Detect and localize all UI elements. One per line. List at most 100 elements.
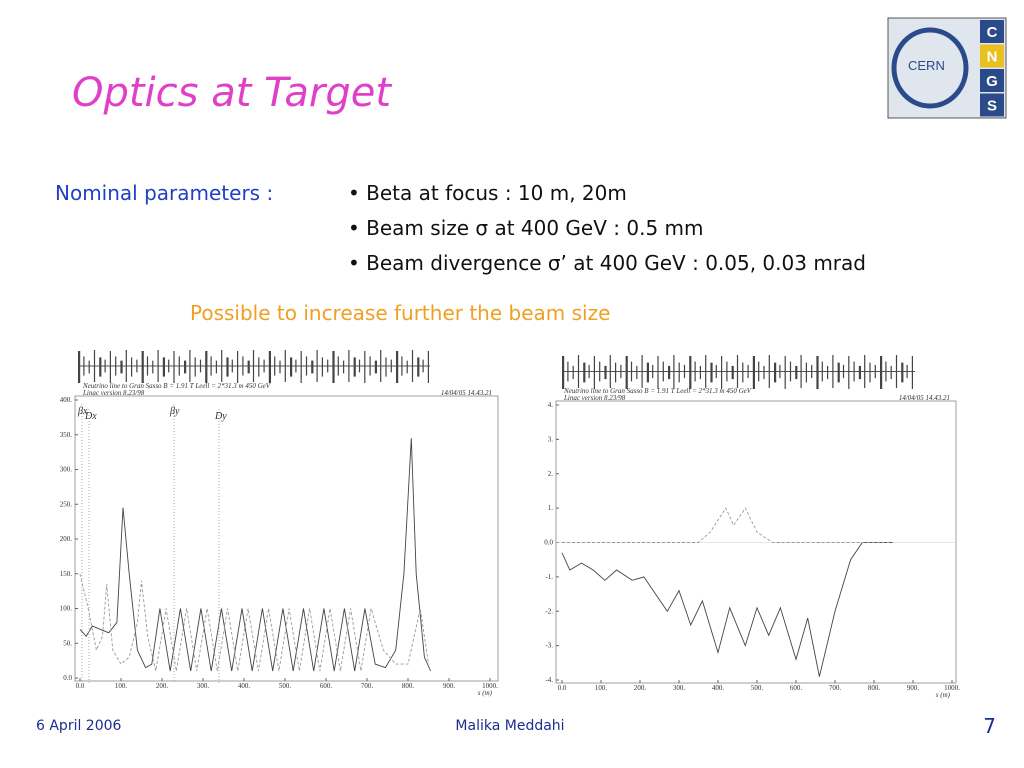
beamline-element: [858, 365, 861, 380]
beamline-element: [652, 364, 654, 379]
x-tick-label: 200.: [634, 684, 647, 692]
beamline-element: [380, 350, 382, 382]
series-line: [79, 573, 429, 672]
beamline-element: [343, 360, 345, 374]
note: Possible to increase further the beam si…: [190, 301, 610, 325]
beamline-element: [364, 351, 366, 383]
beamline-element: [588, 364, 590, 379]
beamline-element: [837, 362, 840, 383]
beamline-element: [258, 357, 260, 377]
beamline-element: [763, 365, 765, 380]
beamline-element: [422, 359, 424, 373]
beamline-element: [906, 364, 908, 379]
plot-header: Neutrino line to Gran Sasso B = 1.91 T L…: [563, 387, 752, 395]
beamline-element: [396, 351, 399, 383]
beamline-element: [290, 357, 293, 377]
y-tick-label: 3.: [548, 435, 554, 443]
x-tick-label: 500.: [279, 682, 292, 690]
beamline-element: [353, 357, 356, 377]
beamline-element: [895, 355, 898, 388]
beamline-element: [779, 364, 781, 379]
beamline-element: [572, 365, 574, 380]
beamline-element: [821, 361, 823, 382]
plot-timestamp: 14/04/05 14.43.21: [899, 394, 950, 402]
beamline-element: [104, 359, 106, 373]
beamline-element: [689, 356, 692, 389]
beamline-element: [125, 350, 127, 382]
beamline-element: [774, 362, 777, 383]
x-tick-label: 1000.: [482, 682, 498, 690]
beamline-element: [300, 351, 302, 383]
y-tick-label: 50.: [63, 639, 72, 647]
beamline-element: [657, 356, 659, 389]
beamline-element: [168, 359, 170, 373]
series-line: [562, 507, 894, 543]
page-number: 7: [983, 714, 996, 738]
y-tick-label: 200.: [60, 535, 73, 543]
beamline-element: [152, 360, 154, 374]
x-tick-label: 700.: [361, 682, 374, 690]
beamline-element: [178, 356, 180, 376]
x-tick-label: 800.: [868, 684, 881, 692]
beamline-element: [141, 351, 144, 383]
beamline-element: [417, 357, 420, 377]
beamline-element: [885, 361, 887, 382]
beamline-element: [742, 362, 744, 383]
beamline-element: [237, 351, 239, 383]
beamline-element: [848, 356, 850, 389]
beamline-element: [827, 365, 829, 380]
y-tick-label: 300.: [60, 466, 73, 474]
beamline-element: [721, 356, 723, 389]
logo-cell: [980, 44, 1004, 68]
beamline-element: [295, 359, 297, 373]
plot-subheader: Linac version 8.23/98: [563, 394, 626, 402]
beamline-element: [78, 351, 81, 383]
beamline-element: [99, 357, 102, 377]
y-tick-label: 400.: [60, 396, 73, 404]
y-tick-label: 350.: [60, 431, 73, 439]
beamline-element: [615, 362, 617, 383]
beamline-element: [337, 356, 339, 376]
beamline-element: [199, 359, 202, 373]
beamline-element: [832, 355, 834, 388]
beamline-element: [263, 359, 265, 373]
beamline-element: [284, 350, 286, 382]
plot-subheader: Linac version 8.23/98: [82, 389, 145, 397]
bullet: • Beam size σ at 400 GeV : 0.5 mm: [348, 216, 704, 240]
beamline-element: [726, 361, 728, 382]
logo-letter: G: [986, 73, 998, 90]
beamline-element: [157, 350, 159, 382]
beamline-element: [247, 360, 250, 374]
beamline-element: [390, 359, 392, 373]
beamline-element: [205, 351, 208, 383]
series-line: [79, 438, 432, 672]
beamline-element: [880, 356, 883, 389]
logo-cell: [980, 20, 1004, 43]
beamline-element: [625, 356, 628, 389]
x-tick-label: 800.: [402, 682, 415, 690]
plot-timestamp: 14/04/05 14.43.21: [441, 389, 492, 397]
series-label: Dy: [214, 411, 227, 422]
beamline-element: [274, 356, 276, 376]
beamline-element: [184, 360, 187, 374]
x-tick-label: 0.0: [558, 684, 567, 692]
y-tick-label: 1.: [548, 504, 554, 512]
beamline-element: [210, 356, 212, 376]
beamline-element: [369, 356, 371, 376]
y-tick-label: -2.: [545, 607, 553, 615]
y-tick-label: 100.: [60, 605, 73, 613]
beamline-element: [305, 356, 308, 376]
beamline-element: [131, 357, 133, 377]
beamline-element: [93, 350, 96, 382]
beamline-element: [242, 356, 244, 376]
logo-ring: [891, 27, 969, 109]
beamline-element: [699, 365, 701, 380]
beamline-element: [662, 361, 664, 382]
beamline-element: [646, 362, 649, 383]
x-tick-label: 200.: [156, 682, 169, 690]
beamline-element: [636, 365, 638, 380]
beamline-element: [593, 356, 595, 389]
